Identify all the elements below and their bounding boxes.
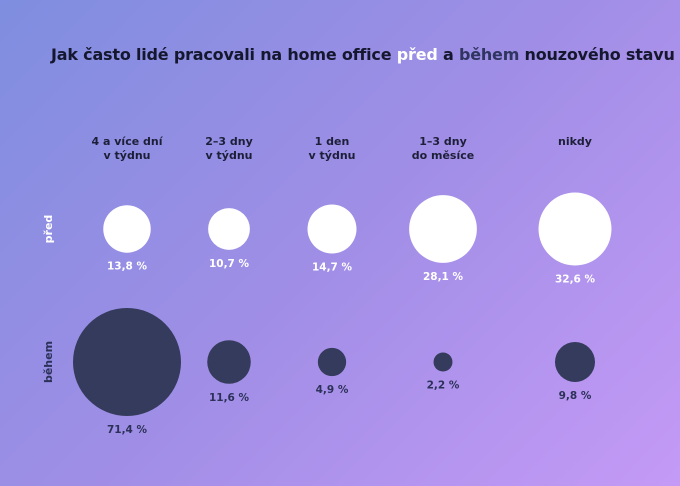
data-label: 2,2 %	[427, 379, 460, 391]
data-label: 11,6 %	[209, 392, 250, 404]
category-label: 1 den	[315, 135, 350, 148]
data-label: 28,1 %	[423, 271, 464, 283]
bubble	[307, 204, 357, 254]
bubble	[433, 352, 453, 372]
data-label: 9,8 %	[559, 390, 592, 402]
category-label: v týdnu	[104, 149, 151, 162]
category-label: 2–3 dny	[205, 135, 253, 148]
bubble	[103, 205, 151, 253]
chart-title: Jak často lidé pracovali na home office …	[51, 45, 675, 64]
series-label: během	[42, 341, 55, 383]
bubble	[73, 308, 181, 416]
category-label: do měsíce	[412, 149, 474, 162]
bubble	[409, 195, 477, 263]
category-label: v týdnu	[206, 149, 253, 162]
category-label: 4 a více dní	[92, 135, 164, 148]
category-label: nikdy	[558, 135, 592, 148]
data-label: 32,6 %	[555, 273, 596, 285]
data-label: 71,4 %	[107, 424, 148, 436]
category-label: 1–3 dny	[419, 135, 467, 148]
bubble	[538, 192, 612, 266]
bubble	[317, 347, 347, 377]
data-label: 10,7 %	[209, 258, 250, 270]
bubble	[207, 340, 251, 384]
data-label: 4,9 %	[316, 384, 349, 396]
bubble	[554, 341, 596, 383]
title-highlight-before: před	[396, 45, 438, 64]
series-label: před	[42, 215, 55, 244]
category-label: v týdnu	[309, 149, 356, 162]
data-label: 13,8 %	[107, 261, 148, 273]
title-part-1: Jak často lidé pracovali na home office	[51, 45, 397, 64]
title-part-2: a	[437, 45, 459, 64]
title-part-3: nouzového stavu	[519, 45, 675, 64]
bubble	[208, 208, 250, 250]
data-label: 14,7 %	[312, 262, 353, 274]
title-highlight-during: během	[458, 45, 520, 64]
